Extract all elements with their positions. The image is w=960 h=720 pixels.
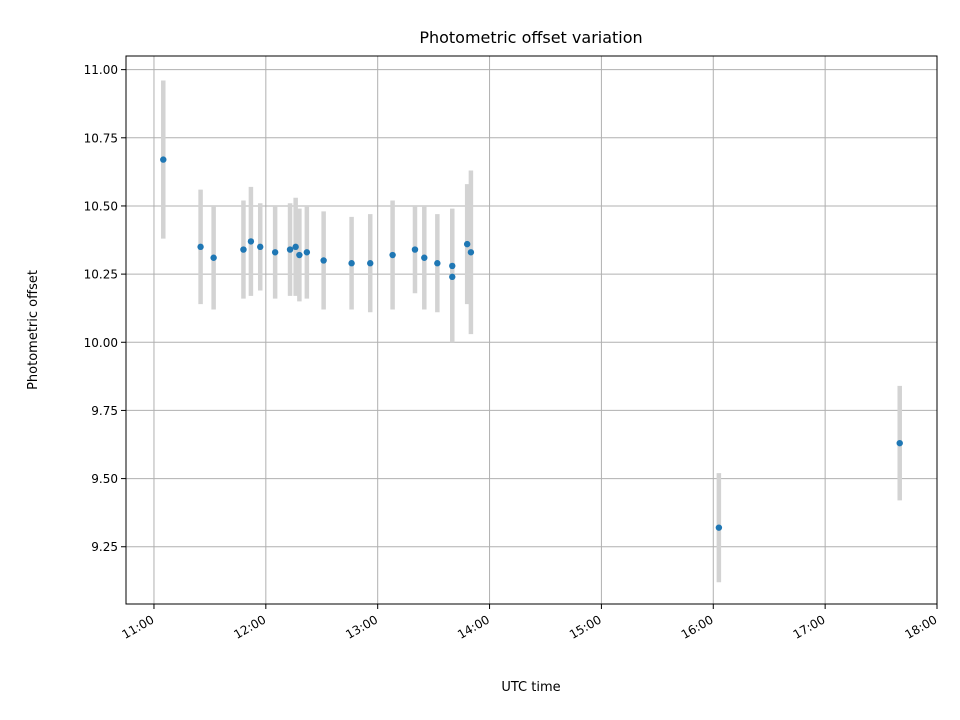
y-tick-label: 9.50	[91, 472, 118, 486]
x-tick-label: 13:00	[343, 612, 380, 641]
data-point	[320, 257, 327, 264]
x-axis-label: UTC time	[501, 680, 560, 695]
x-tick-label: 17:00	[791, 612, 828, 641]
y-tick-label: 10.25	[84, 268, 118, 282]
data-point	[247, 238, 255, 245]
y-tick-label: 10.75	[84, 131, 118, 145]
data-point	[463, 240, 471, 248]
y-axis-ticks: 9.25 9.50 9.75 10.00 10.25 10.50 10.75 11.00	[84, 63, 126, 554]
data-point	[271, 249, 279, 256]
data-point	[296, 251, 303, 259]
data-point	[421, 254, 428, 261]
x-tick-label: 14:00	[455, 612, 492, 641]
x-tick-label: 11:00	[120, 612, 157, 641]
data-point	[715, 524, 723, 531]
data-points	[160, 156, 903, 531]
data-point	[896, 439, 903, 447]
y-tick-label: 9.75	[91, 404, 118, 418]
data-point	[467, 249, 475, 256]
data-point	[303, 249, 311, 256]
data-point	[286, 246, 294, 253]
data-point	[449, 262, 456, 270]
data-point	[160, 156, 167, 163]
data-point	[348, 260, 355, 267]
data-point	[197, 243, 204, 251]
error-bars	[161, 80, 902, 583]
y-tick-label: 9.25	[91, 540, 118, 554]
chart-title: Photometric offset variation	[419, 28, 642, 47]
x-tick-label: 15:00	[567, 612, 604, 641]
data-point	[449, 273, 456, 281]
plot-frame	[125, 55, 938, 605]
y-tick-label: 10.00	[84, 336, 118, 350]
grid-lines	[126, 56, 938, 604]
data-point	[292, 243, 299, 251]
data-point	[257, 243, 264, 251]
data-point	[434, 260, 441, 267]
x-tick-label: 18:00	[903, 612, 940, 641]
y-tick-label: 10.50	[84, 199, 118, 213]
y-tick-label: 11.00	[84, 63, 118, 77]
data-point	[389, 251, 396, 259]
x-tick-label: 16:00	[679, 612, 716, 641]
x-axis-ticks: 11:00 12:00 13:00 14:00 15:00 16:00 17:00 18:00	[120, 604, 940, 642]
data-point	[411, 246, 419, 253]
data-point	[210, 254, 217, 261]
x-tick-label: 12:00	[231, 612, 268, 641]
data-point	[367, 260, 374, 267]
data-point	[240, 246, 247, 253]
y-axis-label: Photometric offset	[26, 270, 41, 390]
